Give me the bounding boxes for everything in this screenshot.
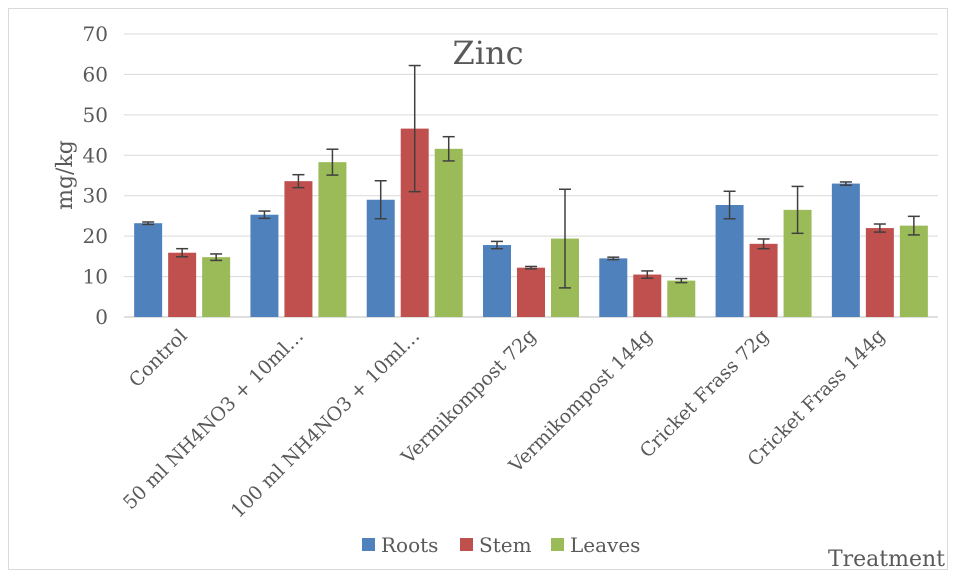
- bar-roots-6: [831, 183, 860, 317]
- bar-roots-0: [134, 223, 163, 317]
- error-bar: [210, 253, 223, 262]
- y-tick-label: 50: [83, 103, 108, 127]
- error-bar: [258, 210, 271, 220]
- legend-label: Stem: [479, 533, 532, 557]
- error-bar: [757, 238, 770, 250]
- legend-item-stem: Stem: [460, 533, 532, 557]
- y-tick-label: 20: [83, 224, 108, 248]
- y-tick-label: 0: [95, 305, 108, 329]
- legend-swatch: [362, 538, 375, 551]
- bar-stem-6: [865, 228, 894, 317]
- error-bar: [559, 188, 571, 289]
- error-bar: [641, 270, 654, 279]
- y-axis-ticks: 0 10 20 30 40 50 60 70: [83, 22, 108, 329]
- legend-swatch: [460, 538, 473, 551]
- error-bar: [176, 247, 189, 258]
- error-bar: [525, 265, 537, 270]
- bar-roots-4: [599, 258, 628, 317]
- bar-leaves-2: [434, 148, 463, 317]
- bar-stem-4: [633, 274, 662, 317]
- error-bar: [491, 240, 503, 250]
- bar-roots-5: [715, 205, 744, 317]
- error-bar: [675, 277, 688, 284]
- error-bar: [442, 135, 455, 162]
- bar-roots-3: [483, 245, 511, 317]
- bar-stem-0: [168, 252, 197, 317]
- y-tick-label: 60: [83, 62, 108, 86]
- error-bar: [907, 215, 920, 236]
- bar-leaves-0: [202, 257, 231, 317]
- error-bar: [607, 256, 620, 261]
- error-bar: [791, 185, 804, 235]
- legend-item-roots: Roots: [362, 533, 438, 557]
- legend-label: Roots: [381, 533, 438, 557]
- error-bar: [408, 64, 421, 193]
- chart-title: Zinc: [453, 34, 524, 72]
- error-bar: [142, 221, 155, 226]
- y-tick-label: 30: [83, 184, 108, 208]
- x-category-label: Cricket Frass 72g: [636, 325, 773, 462]
- x-category-label: Control: [125, 325, 192, 392]
- y-tick-label: 40: [83, 143, 108, 167]
- error-bar: [723, 190, 736, 220]
- y-tick-label: 10: [83, 265, 108, 289]
- error-bar: [873, 223, 886, 233]
- legend-label: Leaves: [570, 533, 640, 557]
- bar-roots-1: [250, 214, 279, 317]
- x-axis-title: Treatment: [828, 547, 945, 572]
- bar-stem-5: [749, 243, 778, 317]
- bar-leaves-6: [899, 225, 928, 317]
- legend: Roots Stem Leaves: [362, 533, 640, 557]
- error-bar: [292, 173, 305, 189]
- legend-item-leaves: Leaves: [551, 533, 640, 557]
- legend-swatch: [551, 538, 564, 551]
- bars: [134, 64, 928, 317]
- bar-leaves-1: [318, 162, 347, 317]
- y-axis-title: mg/kg: [53, 140, 78, 210]
- error-bar: [326, 148, 339, 176]
- x-category-label: 100 ml NH4NO3 + 10ml…: [227, 325, 424, 522]
- y-tick-label: 70: [83, 22, 108, 46]
- error-bar: [839, 181, 852, 186]
- bar-leaves-4: [667, 280, 696, 317]
- bar-stem-3: [517, 267, 545, 317]
- error-bar: [374, 180, 387, 220]
- bar-stem-1: [284, 181, 313, 317]
